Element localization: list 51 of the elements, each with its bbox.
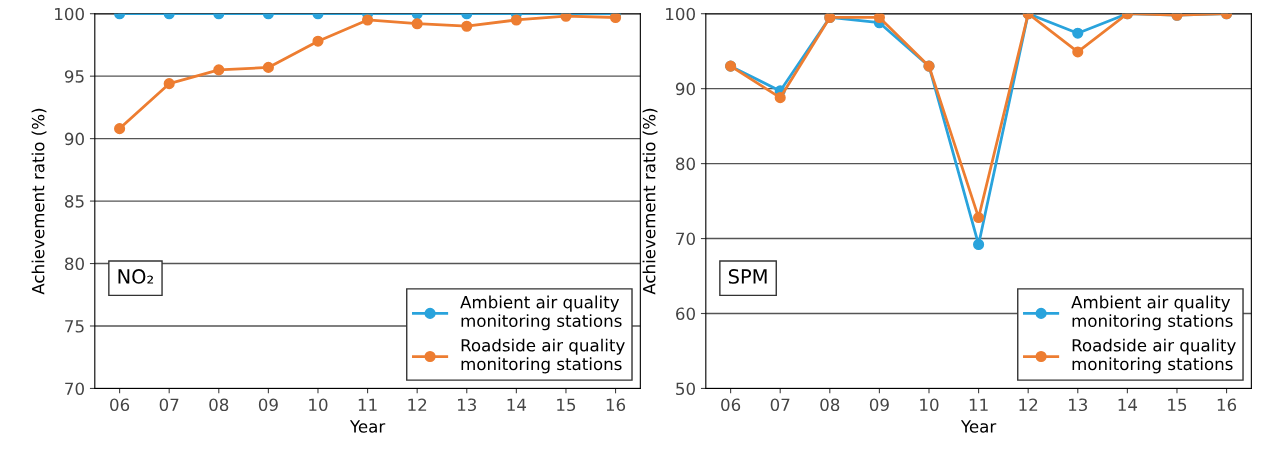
x-axis-title: Year bbox=[349, 420, 386, 433]
point bbox=[1072, 27, 1084, 39]
x-tick-label: 15 bbox=[557, 398, 576, 412]
y-tick-label: 50 bbox=[676, 382, 695, 396]
x-tick-label: 08 bbox=[209, 398, 229, 412]
y-tick-label: 100 bbox=[55, 7, 84, 21]
y-tick-label: 70 bbox=[65, 382, 84, 396]
y-tick-label: 80 bbox=[676, 157, 695, 171]
x-tick-label: 11 bbox=[969, 398, 988, 411]
y-tick-label: 90 bbox=[675, 82, 695, 96]
x-tick-label: 11 bbox=[358, 398, 377, 411]
x-tick-label: 14 bbox=[1118, 398, 1138, 411]
y-tick-label: 95 bbox=[64, 70, 84, 83]
x-tick-label: 07 bbox=[770, 398, 790, 412]
x-tick-label: 12 bbox=[408, 398, 427, 411]
x-tick-label: 16 bbox=[606, 398, 626, 412]
y-tick-label: 75 bbox=[65, 320, 84, 333]
point bbox=[973, 212, 985, 224]
legend-label: Ambient air quality monitoring stations bbox=[460, 295, 622, 331]
y-tick-label: 100 bbox=[666, 7, 695, 21]
x-tick-label: 10 bbox=[920, 398, 939, 412]
x-axis-title: Year bbox=[960, 420, 997, 433]
x-tick-label: 09 bbox=[869, 398, 889, 412]
x-tick-label: 15 bbox=[1168, 398, 1187, 412]
annotation: NO₂ bbox=[118, 269, 154, 284]
legend-label: Ambient air quality monitoring stations bbox=[1071, 295, 1233, 331]
point bbox=[973, 238, 985, 251]
legend-label: Roadside air quality monitoring stations bbox=[1072, 338, 1236, 374]
y-tick-label: 60 bbox=[676, 307, 695, 321]
point bbox=[774, 92, 786, 104]
x-tick-label: 14 bbox=[507, 398, 527, 411]
x-tick-label: 06 bbox=[721, 398, 741, 412]
annotation: SPM bbox=[728, 269, 767, 284]
y-tick-label: 85 bbox=[65, 195, 84, 208]
x-tick-label: 09 bbox=[258, 398, 278, 412]
x-tick-label: 07 bbox=[159, 398, 179, 412]
x-tick-label: 08 bbox=[820, 398, 840, 412]
y-axis-title: Achievement ratio (%) bbox=[31, 108, 47, 295]
legend-label: Roadside air quality monitoring stations bbox=[461, 338, 625, 374]
point bbox=[1072, 46, 1084, 58]
x-tick-label: 12 bbox=[1019, 398, 1038, 411]
x-tick-label: 13 bbox=[1069, 398, 1088, 412]
x-tick-label: 16 bbox=[1217, 398, 1237, 412]
x-tick-label: 13 bbox=[457, 398, 477, 412]
y-tick-label: 80 bbox=[65, 257, 84, 271]
point bbox=[873, 13, 885, 24]
x-tick-label: 06 bbox=[110, 398, 130, 412]
y-tick-label: 90 bbox=[64, 132, 84, 146]
y-axis-title: Achievement ratio (%) bbox=[642, 108, 658, 295]
x-tick-label: 10 bbox=[309, 398, 328, 412]
y-tick-label: 70 bbox=[676, 232, 695, 246]
